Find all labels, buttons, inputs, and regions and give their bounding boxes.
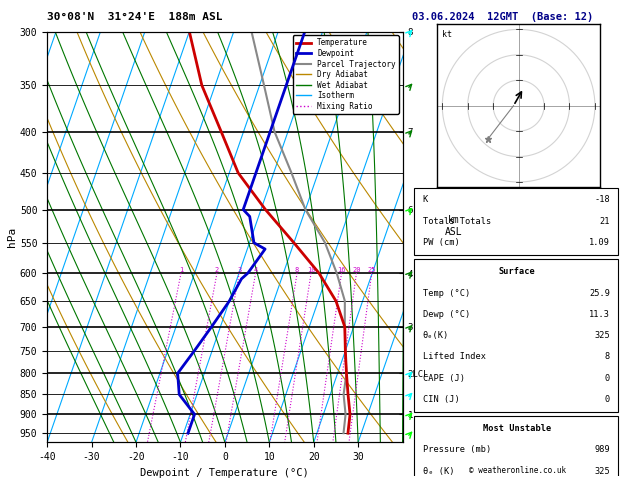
Text: 4: 4	[253, 267, 258, 273]
Text: 989: 989	[594, 445, 610, 454]
Legend: Temperature, Dewpoint, Parcel Trajectory, Dry Adiabat, Wet Adiabat, Isotherm, Mi: Temperature, Dewpoint, Parcel Trajectory…	[292, 35, 399, 114]
Text: Most Unstable: Most Unstable	[483, 424, 552, 433]
Text: 0: 0	[605, 395, 610, 404]
Text: 25.9: 25.9	[589, 289, 610, 297]
Text: 1: 1	[179, 267, 183, 273]
Text: 16: 16	[337, 267, 346, 273]
Bar	[414, 188, 618, 255]
Text: CIN (J): CIN (J)	[423, 395, 459, 404]
Text: 11.3: 11.3	[589, 310, 610, 319]
Bar	[414, 260, 618, 412]
Text: 21: 21	[599, 217, 610, 226]
Text: K: K	[423, 195, 428, 205]
Text: 30°08'N  31°24'E  188m ASL: 30°08'N 31°24'E 188m ASL	[47, 12, 223, 22]
Text: θₑ(K): θₑ(K)	[423, 331, 448, 340]
Text: Lifted Index: Lifted Index	[423, 352, 486, 362]
Text: 20: 20	[352, 267, 360, 273]
Text: CAPE (J): CAPE (J)	[423, 374, 465, 382]
Text: 10: 10	[307, 267, 315, 273]
Text: Totals Totals: Totals Totals	[423, 217, 491, 226]
Y-axis label: hPa: hPa	[7, 227, 17, 247]
Text: 3: 3	[237, 267, 242, 273]
Text: 2: 2	[215, 267, 219, 273]
Text: 8: 8	[605, 352, 610, 362]
Bar	[414, 416, 618, 486]
Text: 325: 325	[594, 331, 610, 340]
Text: Pressure (mb): Pressure (mb)	[423, 445, 491, 454]
Text: 1.09: 1.09	[589, 238, 610, 247]
Y-axis label: km
ASL: km ASL	[445, 215, 463, 237]
Text: © weatheronline.co.uk: © weatheronline.co.uk	[469, 466, 566, 475]
Text: θₑ (K): θₑ (K)	[423, 467, 454, 476]
Text: 03.06.2024  12GMT  (Base: 12): 03.06.2024 12GMT (Base: 12)	[412, 12, 593, 22]
X-axis label: Dewpoint / Temperature (°C): Dewpoint / Temperature (°C)	[140, 468, 309, 478]
Text: Surface: Surface	[499, 267, 536, 276]
Text: -18: -18	[594, 195, 610, 205]
Text: PW (cm): PW (cm)	[423, 238, 459, 247]
Text: Dewp (°C): Dewp (°C)	[423, 310, 470, 319]
Text: kt: kt	[442, 30, 452, 39]
Text: Temp (°C): Temp (°C)	[423, 289, 470, 297]
Text: 25: 25	[367, 267, 376, 273]
Text: 0: 0	[605, 374, 610, 382]
Text: 325: 325	[594, 467, 610, 476]
Text: 8: 8	[295, 267, 299, 273]
